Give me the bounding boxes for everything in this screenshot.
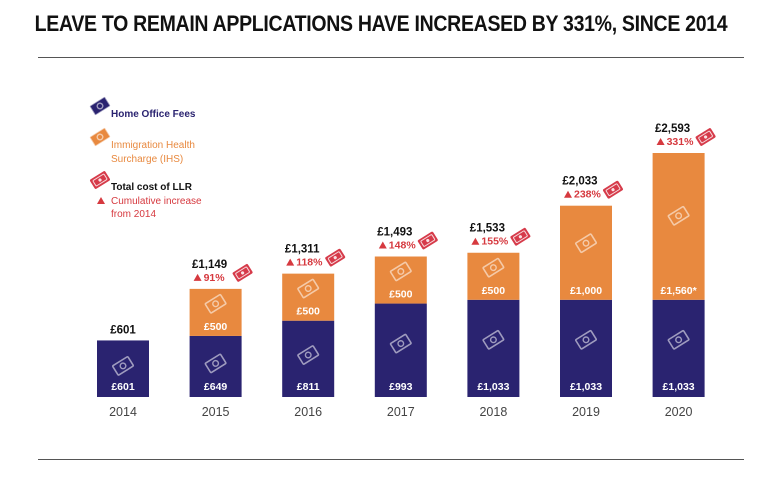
legend-fees: Home Office Fees [88, 95, 196, 120]
bar-ihs-2020 [652, 153, 705, 300]
bar-home-office-fees-2018 [467, 299, 520, 397]
x-tick-2018: 2018 [479, 405, 507, 419]
increase-label-2019: 238% [574, 189, 602, 201]
legend-total-label: Total cost of LLR [111, 182, 193, 193]
x-tick-2020: 2020 [665, 405, 693, 419]
bar-home-office-fees-2020 [652, 299, 705, 397]
up-triangle-icon [193, 273, 202, 281]
up-triangle-icon [564, 190, 572, 198]
total-label-2014: £601 [110, 324, 136, 336]
up-triangle-icon [656, 138, 665, 145]
up-triangle-icon [471, 237, 480, 245]
legend-ihs-label-1: Immigration Health [111, 140, 195, 151]
chart-title: LEAVE TO REMAIN APPLICATIONS HAVE INCREA… [34, 11, 728, 37]
money-icon [88, 95, 112, 117]
legend-increase-label-2: from 2014 [111, 209, 156, 220]
x-tick-2014: 2014 [109, 405, 137, 419]
increase-label-2018: 155% [481, 236, 509, 248]
total-label-2020: £2,593 [655, 123, 690, 135]
x-tick-2016: 2016 [294, 405, 322, 419]
up-triangle-icon [97, 197, 105, 204]
bar-home-office-fees-2016 [282, 320, 335, 397]
legend-ihs-label-2: Surcharge (IHS) [111, 154, 183, 165]
price-tag-icon [231, 262, 254, 283]
total-label-2019: £2,033 [562, 176, 597, 188]
bar-ihs-2019 [560, 205, 612, 300]
bar-label-fees-2016: £811 [297, 381, 320, 393]
bar-label-ihs-2018: £500 [482, 285, 506, 297]
money-icon [88, 126, 112, 148]
total-label-2018: £1,533 [470, 223, 505, 235]
increase-label-2017: 148% [389, 240, 417, 252]
up-triangle-icon [378, 241, 387, 249]
price-tag-icon [324, 247, 347, 268]
bar-label-fees-2014: £601 [111, 381, 135, 393]
bar-label-fees-2020: £1,033 [663, 381, 695, 393]
bar-label-ihs-2016: £500 [297, 306, 321, 318]
x-tick-2017: 2017 [387, 405, 415, 419]
x-tick-2019: 2019 [572, 405, 600, 419]
bar-label-ihs-2019: £1,000 [570, 285, 602, 297]
increase-label-2020: 331% [667, 136, 695, 148]
legend-fees-swatch [89, 96, 111, 116]
legend-ihs: Immigration Health Surcharge (IHS) [88, 126, 195, 165]
legend-fees-label: Home Office Fees [111, 109, 196, 120]
increase-label-2016: 118% [296, 257, 323, 269]
price-tag-icon [88, 170, 112, 190]
bottom-divider [38, 459, 744, 460]
price-tag-icon [509, 226, 532, 247]
price-tag-icon [601, 179, 625, 200]
x-tick-2015: 2015 [202, 405, 230, 419]
total-label-2016: £1,311 [285, 244, 320, 256]
increase-label-2015: 91% [204, 272, 226, 284]
bar-label-fees-2017: £993 [389, 381, 413, 393]
legend: Home Office Fees Immigration Health Surc… [88, 95, 202, 220]
bar-label-fees-2015: £649 [204, 381, 228, 393]
bar-label-fees-2019: £1,033 [570, 381, 602, 393]
bar-label-ihs-2020: £1,560* [660, 285, 697, 297]
bar-label-fees-2018: £1,033 [477, 381, 509, 393]
bar-home-office-fees-2019 [560, 299, 612, 397]
top-divider [38, 57, 744, 58]
up-triangle-icon [286, 258, 295, 266]
legend-total: Total cost of LLR [88, 170, 193, 193]
price-tag-icon [416, 230, 439, 251]
legend-increase: Cumulative increase from 2014 [97, 196, 202, 220]
total-label-2017: £1,493 [377, 227, 412, 239]
bar-label-ihs-2015: £500 [204, 321, 228, 333]
legend-increase-label-1: Cumulative increase [111, 196, 202, 207]
price-tag-icon [694, 127, 717, 147]
total-label-2015: £1,149 [192, 259, 227, 271]
bar-label-ihs-2017: £500 [389, 289, 413, 301]
